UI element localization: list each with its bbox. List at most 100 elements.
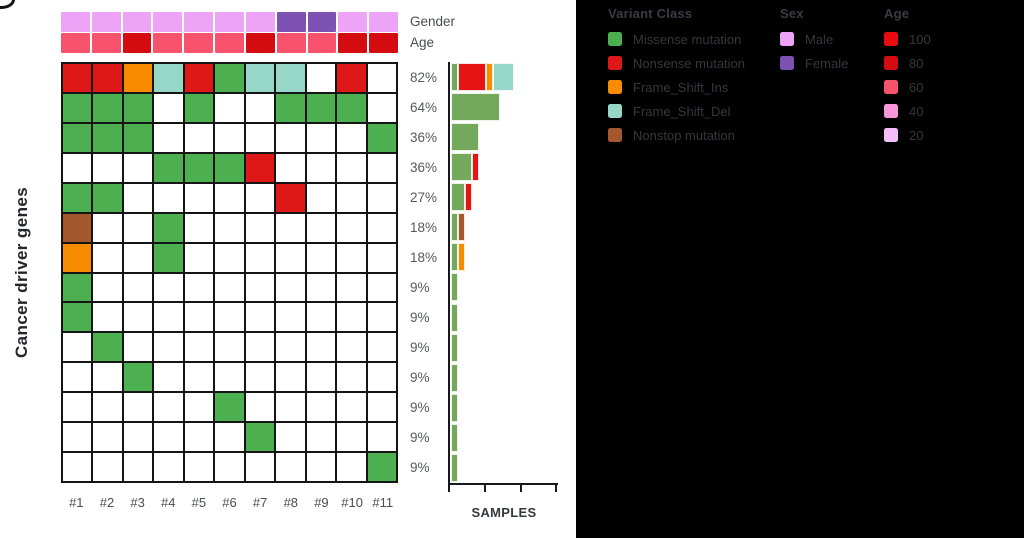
grid-cell xyxy=(153,182,184,213)
x-axis-tick xyxy=(448,485,450,492)
legend-item-label: 60 xyxy=(909,79,924,95)
grid-cell xyxy=(214,182,245,213)
grid-cell xyxy=(122,182,154,213)
grid-cell xyxy=(244,182,276,213)
gender-cell xyxy=(61,12,90,32)
bar-row xyxy=(450,333,458,362)
gender-cell xyxy=(245,12,275,32)
age-cell xyxy=(276,33,306,53)
grid-cell xyxy=(183,302,215,333)
grid-cell xyxy=(275,152,306,183)
grid-cell xyxy=(366,392,397,423)
bar-row xyxy=(450,393,458,422)
legend-sex-items: Male Female xyxy=(780,32,848,71)
bar-segment-missense xyxy=(450,333,458,362)
legend-item-label: 80 xyxy=(909,55,924,71)
legend-item: Nonstop mutation xyxy=(608,127,745,143)
grid-cell xyxy=(244,362,276,393)
legend-item: Female xyxy=(780,56,848,71)
grid-cell xyxy=(305,392,337,423)
grid-cell xyxy=(366,332,397,363)
grid-cell xyxy=(183,122,215,153)
gene-percent: 9% xyxy=(410,310,430,326)
bar-segment-missense xyxy=(450,213,458,242)
grid-cell xyxy=(92,152,123,183)
legend-item: 100 xyxy=(884,32,931,47)
grid-cell xyxy=(305,182,337,213)
sample-label: #10 xyxy=(341,495,363,510)
grid-cell xyxy=(122,63,154,93)
bar-row xyxy=(450,93,500,122)
legend-item: 40 xyxy=(884,104,931,119)
grid-cell xyxy=(183,332,215,363)
bar-segment-missense xyxy=(450,363,458,392)
bar-row xyxy=(450,123,479,152)
grid-cell xyxy=(92,212,123,243)
grid-cell xyxy=(153,152,184,183)
grid-cell xyxy=(305,242,337,273)
grid-cell xyxy=(244,332,276,363)
age-cell xyxy=(122,33,152,53)
bar-row xyxy=(450,213,465,242)
grid-cell xyxy=(275,122,306,153)
grid-cell xyxy=(275,182,306,213)
bar-segment-nonsense xyxy=(457,63,486,91)
legend-title-age: Age xyxy=(884,6,910,21)
grid-cell xyxy=(62,302,93,333)
grid-cell xyxy=(366,152,397,183)
legend-item: Frame_Shift_Ins xyxy=(608,80,745,95)
grid-cell xyxy=(183,452,215,482)
x-axis-tick xyxy=(483,485,486,492)
grid-cell xyxy=(305,302,337,333)
bar-segment-nonstop xyxy=(457,213,465,242)
grid-cell xyxy=(305,212,337,243)
grid-cell xyxy=(305,362,337,393)
age-cell xyxy=(61,33,90,53)
grid-cell xyxy=(62,212,93,243)
gene-percent: 18% xyxy=(410,249,438,265)
age-cell xyxy=(369,33,398,53)
missense-swatch-icon xyxy=(608,32,622,46)
legend-variant-items: Missense mutation Nonsense mutation Frame_… xyxy=(608,32,745,143)
grid-cell xyxy=(336,242,367,273)
grid-cell xyxy=(62,332,93,363)
grid-cell xyxy=(336,182,367,213)
grid-cell xyxy=(153,92,184,123)
grid-cell xyxy=(183,212,215,243)
legend-item: Nonsense mutation xyxy=(608,56,745,71)
age40-swatch-icon xyxy=(884,104,898,118)
grid-cell xyxy=(62,152,93,183)
grid-cell xyxy=(153,122,184,153)
grid-cell xyxy=(244,242,276,273)
grid-cell xyxy=(122,152,154,183)
grid-cell xyxy=(244,272,276,303)
grid-cell xyxy=(214,152,245,183)
gender-cell xyxy=(215,12,244,32)
bar-segment-missense xyxy=(450,123,479,152)
legend-item-label: Nonstop mutation xyxy=(633,127,735,143)
grid-cell xyxy=(122,392,154,423)
grid-cell xyxy=(336,122,367,153)
age-cell xyxy=(338,33,368,53)
legend-item: Missense mutation xyxy=(608,32,745,47)
grid-cell xyxy=(336,422,367,453)
grid-cell xyxy=(183,392,215,423)
gene-percent: 18% xyxy=(410,219,438,235)
age-row-label: Age xyxy=(410,35,435,50)
grid-cell xyxy=(92,332,123,363)
grid-cell xyxy=(183,362,215,393)
y-axis-title: Cancer driver genes xyxy=(12,186,31,359)
grid-cell xyxy=(153,392,184,423)
age-cell xyxy=(215,33,244,53)
grid-cell xyxy=(305,122,337,153)
grid-cell xyxy=(183,63,215,93)
grid-cell xyxy=(92,242,123,273)
grid-cell xyxy=(214,302,245,333)
gene-percent: 64% xyxy=(410,99,438,115)
sample-label: #8 xyxy=(283,495,299,510)
gene-percent: 82% xyxy=(410,69,438,85)
bar-segment-missense xyxy=(450,243,458,272)
grid-cell xyxy=(153,212,184,243)
grid-cell xyxy=(153,452,184,482)
bar-segment-nonsense xyxy=(464,183,472,212)
